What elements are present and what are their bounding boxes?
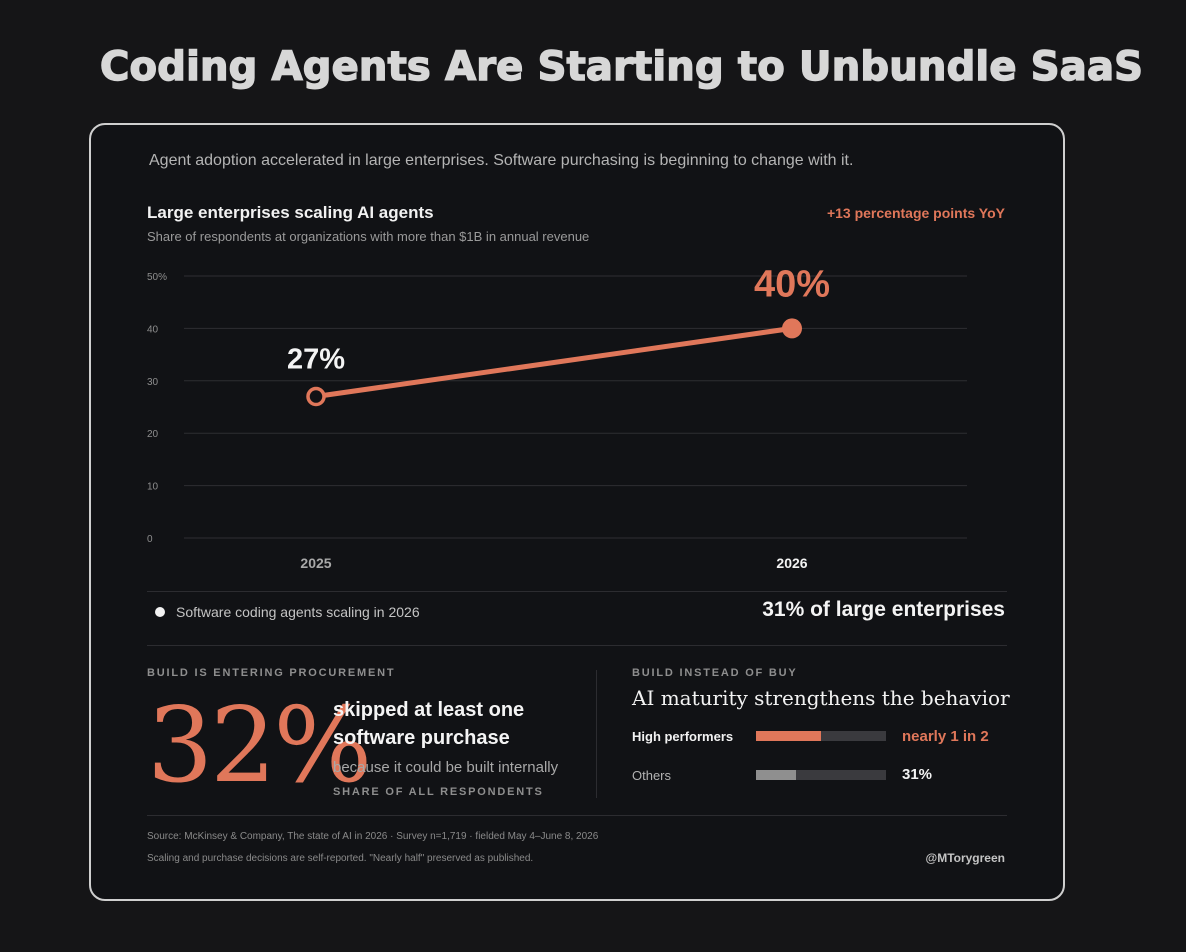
legend-top-divider xyxy=(147,591,1007,592)
legend-text: Software coding agents scaling in 2026 xyxy=(176,604,420,620)
high-performers-value: nearly 1 in 2 xyxy=(902,728,989,745)
build-section-label: BUILD IS ENTERING PROCUREMENT xyxy=(147,667,396,679)
high-performers-bar xyxy=(756,731,821,741)
y-tick-label: 0 xyxy=(147,534,153,545)
y-tick-label: 10 xyxy=(147,482,159,493)
data-point-2026 xyxy=(782,318,802,339)
legend-bottom-divider xyxy=(147,645,1007,646)
source-text: Source: McKinsey & Company, The state of… xyxy=(147,831,599,842)
reason-text: because it could be built internally xyxy=(333,759,559,776)
footer-divider xyxy=(147,815,1007,816)
chart-subtitle: Share of respondents at organizations wi… xyxy=(147,229,590,244)
others-value: 31% xyxy=(902,766,933,783)
footnote-text: Scaling and purchase decisions are self-… xyxy=(147,853,534,864)
author-handle: @MTorygreen xyxy=(925,851,1006,865)
line-chart: 0 10 20 30 40 50% 2025 2026 27% 40% xyxy=(147,263,967,571)
base-label: SHARE OF ALL RESPONDENTS xyxy=(333,786,544,798)
infographic-card: Agent adoption accelerated in large ente… xyxy=(89,123,1065,901)
high-performers-bar-track xyxy=(756,731,886,741)
yoy-change-note: +13 percentage points YoY xyxy=(826,205,1005,221)
chart-title: Large enterprises scaling AI agents xyxy=(147,203,434,222)
legend-value: 31% of large enterprises xyxy=(762,598,1005,621)
x-tick-label: 2026 xyxy=(776,555,807,571)
series-line xyxy=(313,325,795,400)
data-point-2025 xyxy=(306,386,326,407)
y-tick-label: 20 xyxy=(147,429,159,440)
buy-section-heading: AI maturity strengthens the behavior xyxy=(632,686,1010,710)
others-bar xyxy=(756,770,797,780)
high-performers-label: High performers xyxy=(632,729,734,744)
intro-text: Agent adoption accelerated in large ente… xyxy=(149,152,854,169)
skip-text-line1: skipped at least one xyxy=(333,699,525,721)
y-tick-label: 50% xyxy=(147,272,167,283)
data-label: 27% xyxy=(287,344,345,376)
others-label: Others xyxy=(632,768,672,783)
section-divider xyxy=(596,670,597,798)
x-tick-label: 2025 xyxy=(300,555,331,571)
page-title: Coding Agents Are Starting to Unbundle S… xyxy=(99,43,1144,91)
data-label: 40% xyxy=(754,263,830,305)
others-bar-track xyxy=(756,770,886,780)
big-percentage: 32% xyxy=(147,684,372,806)
legend-dot-icon xyxy=(155,607,165,617)
y-tick-label: 30 xyxy=(147,377,159,388)
buy-section-label: BUILD INSTEAD OF BUY xyxy=(632,667,798,679)
y-tick-label: 40 xyxy=(147,324,159,335)
skip-text-line2: software purchase xyxy=(333,727,510,749)
